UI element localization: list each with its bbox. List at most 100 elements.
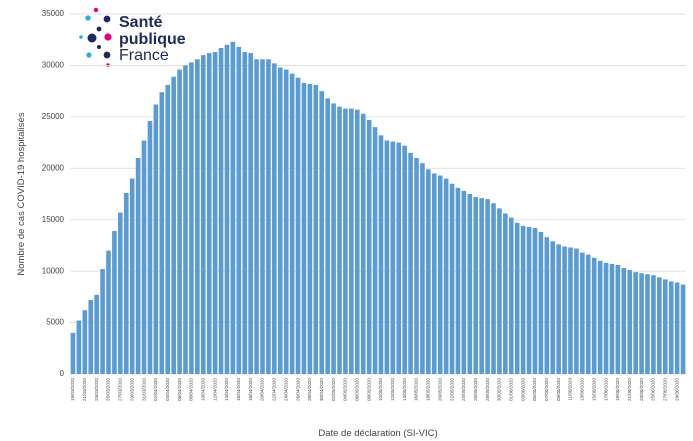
bar — [420, 163, 425, 374]
bar — [76, 320, 82, 374]
bar — [360, 113, 366, 375]
x-tick-label: 18/05/2020 — [426, 378, 431, 401]
x-tick-label: 22/05/2020 — [449, 378, 454, 401]
bar — [668, 281, 674, 374]
x-tick-label: 23/03/2020 — [94, 378, 99, 401]
bar — [319, 91, 325, 375]
logo-dot — [96, 26, 102, 32]
x-tick-label: 09/06/2020 — [556, 378, 561, 401]
bar — [171, 76, 176, 374]
y-tick-label: 10000 — [42, 266, 65, 275]
bar — [147, 120, 153, 374]
bar — [461, 190, 467, 374]
x-tick-label: 31/03/2020 — [141, 378, 146, 401]
x-tick-label: 01/06/2020 — [508, 378, 513, 401]
logo-dot — [86, 52, 92, 58]
bar — [177, 69, 182, 375]
bar — [585, 254, 591, 374]
bar — [449, 183, 455, 374]
x-tick-label: 13/06/2020 — [580, 378, 585, 401]
x-tick-label: 23/06/2020 — [639, 378, 644, 401]
x-tick-label: 27/03/2020 — [118, 378, 123, 401]
y-tick-label: 25000 — [42, 112, 65, 121]
x-tick-label: 11/06/2020 — [568, 378, 573, 401]
logo-dot — [97, 45, 101, 49]
bar — [514, 222, 520, 374]
x-tick-label: 18/04/2020 — [248, 378, 253, 401]
logo-dot — [103, 15, 111, 23]
x-tick-label: 04/04/2020 — [165, 378, 170, 401]
bar — [189, 62, 194, 374]
x-tick-label: 10/05/2020 — [378, 378, 383, 401]
bar — [272, 63, 277, 374]
x-tick-label: 14/05/2020 — [402, 378, 407, 401]
bar — [266, 59, 271, 374]
bar — [657, 277, 662, 374]
logo-text: France — [119, 47, 169, 64]
bar — [491, 203, 496, 374]
logo-dot — [79, 35, 83, 39]
bar — [532, 227, 538, 374]
bar — [70, 332, 76, 374]
bar — [408, 152, 413, 374]
y-tick-label: 15000 — [42, 215, 65, 224]
bar — [153, 104, 159, 374]
x-tick-label: 28/04/2020 — [307, 378, 312, 401]
bar — [497, 208, 502, 374]
y-axis-label: Nombre de cas COVID-19 hospitalisés — [16, 112, 27, 275]
x-tick-label: 02/05/2020 — [331, 378, 336, 401]
x-tick-label: 26/05/2020 — [473, 378, 478, 401]
x-tick-label: 26/04/2020 — [295, 378, 300, 401]
bar — [200, 55, 206, 375]
bar — [277, 67, 283, 374]
bar — [437, 175, 443, 374]
bar — [597, 260, 603, 374]
x-axis-label: Date de déclaration (SI-VIC) — [318, 428, 437, 439]
bar — [254, 59, 259, 374]
bar — [331, 103, 336, 374]
x-tick-label: 19/03/2020 — [70, 378, 75, 401]
bar — [289, 73, 295, 375]
bar — [295, 77, 301, 375]
bar — [574, 248, 579, 374]
x-tick-label: 21/03/2020 — [82, 378, 87, 401]
bar — [260, 59, 265, 374]
bar — [627, 270, 633, 374]
bar — [159, 92, 165, 375]
x-tick-label: 17/06/2020 — [603, 378, 608, 401]
bar — [443, 178, 449, 374]
bar — [662, 279, 668, 374]
bar — [426, 169, 431, 374]
bar — [206, 53, 212, 374]
bar — [236, 46, 242, 375]
x-tick-label: 27/06/2020 — [662, 378, 667, 401]
bar — [343, 108, 348, 374]
x-tick-label: 15/06/2020 — [591, 378, 596, 401]
logo-dot — [87, 33, 97, 43]
bar — [218, 47, 224, 374]
bar — [118, 212, 123, 374]
x-tick-label: 25/03/2020 — [106, 378, 111, 401]
x-tick-label: 28/05/2020 — [485, 378, 490, 401]
bar — [562, 246, 567, 374]
bar — [325, 98, 330, 374]
bar — [508, 217, 514, 374]
y-tick-label: 35000 — [42, 9, 65, 18]
bar — [633, 272, 638, 374]
logo-dot — [104, 33, 112, 41]
bar — [313, 84, 319, 374]
x-tick-label: 08/04/2020 — [189, 378, 194, 401]
x-tick-label: 03/06/2020 — [520, 378, 525, 401]
bar — [135, 158, 141, 374]
bar — [354, 109, 360, 375]
bar — [212, 52, 218, 375]
x-tick-label: 30/05/2020 — [497, 378, 502, 401]
x-tick-label: 02/04/2020 — [153, 378, 158, 401]
bar — [674, 282, 680, 374]
bar — [568, 247, 573, 374]
x-tick-label: 05/06/2020 — [532, 378, 537, 401]
x-tick-label: 06/05/2020 — [354, 378, 359, 401]
bar — [88, 299, 94, 374]
x-tick-label: 06/04/2020 — [177, 378, 182, 401]
x-tick-label: 16/05/2020 — [414, 378, 419, 401]
